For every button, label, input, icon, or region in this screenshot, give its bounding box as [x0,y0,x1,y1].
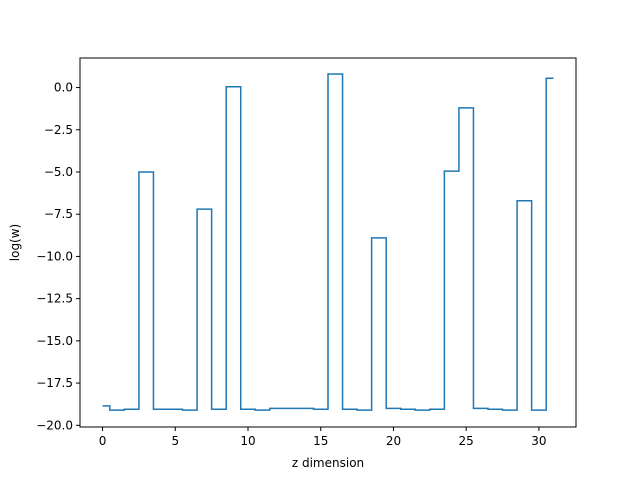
x-tick-label: 25 [459,434,474,448]
y-tick-label: −7.5 [44,207,73,221]
y-axis-label: log(w) [8,224,22,261]
x-tick-label: 30 [531,434,546,448]
plot-area [102,73,554,411]
y-tick-label: −20.0 [36,418,73,432]
series-step-line [102,73,554,411]
y-tick-label: −5.0 [44,165,73,179]
x-tick-label: 10 [240,434,255,448]
y-tick-label: −17.5 [36,376,73,390]
x-tick-label: 20 [386,434,401,448]
axes-frame [79,57,577,428]
x-tick-label: 0 [99,434,107,448]
x-tick-label: 15 [313,434,328,448]
y-tick-label: −10.0 [36,249,73,263]
y-tick-label: −12.5 [36,292,73,306]
ticks: 0 5 10 15 20 25 30 0.0 −2.5 −5.0 −7.5 −10.0 −12.5 −15… [36,81,546,448]
y-tick-label: 0.0 [54,81,73,95]
y-tick-label: −2.5 [44,123,73,137]
y-tick-label: −15.0 [36,334,73,348]
x-axis-label: z dimension [292,456,364,470]
x-tick-label: 5 [171,434,179,448]
